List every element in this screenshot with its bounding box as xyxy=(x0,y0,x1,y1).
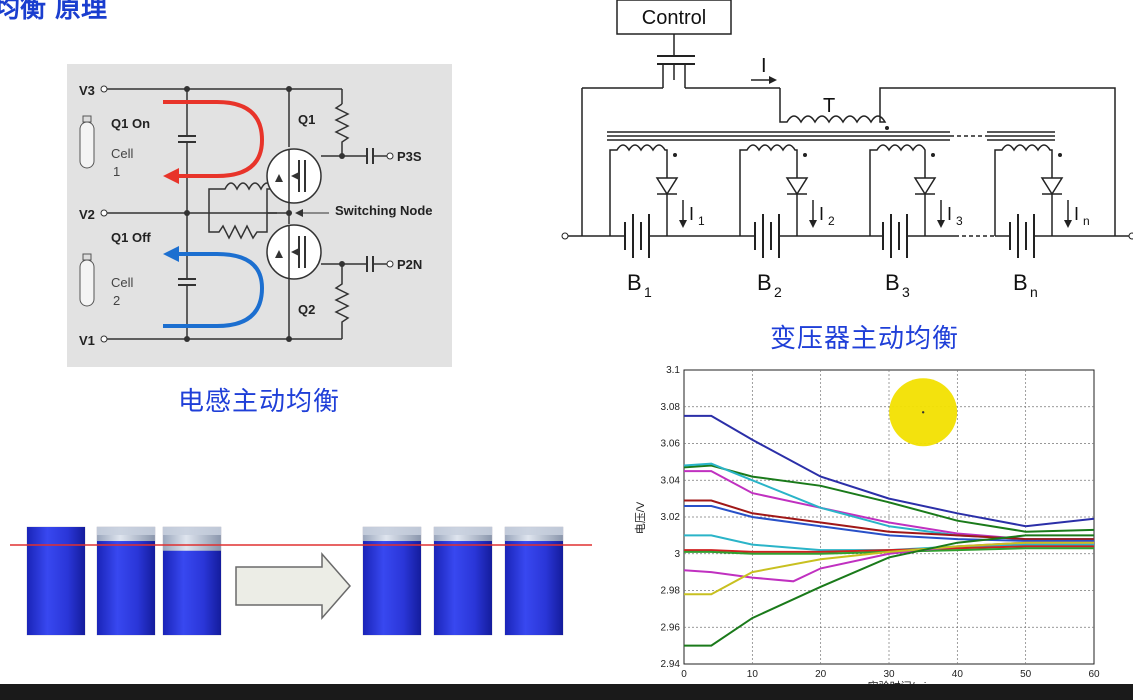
q1-label: Q1 xyxy=(298,112,315,127)
battery-1-label: B xyxy=(627,270,642,295)
battery-2-label: B xyxy=(757,270,772,295)
cell-2-icon xyxy=(79,253,95,307)
y-tick-label: 3 xyxy=(674,549,680,560)
balancing-cell-2: I 2 B 2 xyxy=(739,144,870,300)
x-tick-label: 50 xyxy=(1020,669,1032,680)
balance-arrow-icon xyxy=(235,552,351,620)
transformer-label: T xyxy=(823,95,835,117)
control-box xyxy=(616,0,732,35)
cells-after-balancing xyxy=(362,526,564,636)
after-cell-fill-2 xyxy=(434,541,492,635)
x-tick-label: 30 xyxy=(883,669,895,680)
q1-off-current-arrow xyxy=(163,252,265,328)
primary-current-label: I xyxy=(761,55,767,77)
before-cell-3 xyxy=(162,526,222,636)
battery-balance-illustration xyxy=(0,510,600,650)
x-tick-label: 40 xyxy=(952,669,964,680)
inductor-circuit-diagram: V3 V2 V1 Q1 On Cell 1 Q1 Off Cell 2 xyxy=(79,83,433,348)
q1-on-label: Q1 On xyxy=(111,116,150,131)
cell-2-label: Cell xyxy=(111,275,134,290)
cells-before-balancing xyxy=(26,526,222,636)
cell-1-current-sub: 1 xyxy=(698,214,705,228)
cell-3-current-label: I xyxy=(947,204,952,224)
after-cell-1 xyxy=(362,526,422,636)
voltage-series-8 xyxy=(684,545,1094,553)
q1-off-label: Q1 Off xyxy=(111,230,151,245)
cell-2-number: 2 xyxy=(113,293,120,308)
before-cell-1 xyxy=(26,526,86,636)
battery-3-sub: 3 xyxy=(902,284,910,300)
voltage-series-11 xyxy=(684,541,1094,596)
after-cell-fill-1 xyxy=(363,541,421,635)
transformer-balancing-circuit: Control I T xyxy=(555,0,1133,310)
x-tick-label: 60 xyxy=(1088,669,1100,680)
p3s-label: P3S xyxy=(397,149,422,164)
v2-label: V2 xyxy=(79,207,95,222)
transformer-caption: 变压器主动均衡 xyxy=(770,324,960,354)
after-cell-2 xyxy=(433,526,493,636)
inductor-balancing-circuit: V3 V2 V1 Q1 On Cell 1 Q1 Off Cell 2 xyxy=(67,64,452,367)
y-tick-label: 3.02 xyxy=(661,512,681,523)
q2-mosfet-icon xyxy=(266,224,322,280)
battery-2-sub: 2 xyxy=(774,284,782,300)
x-tick-label: 0 xyxy=(681,669,687,680)
y-tick-label: 2.96 xyxy=(661,622,681,633)
page-title: 均衡 原理 xyxy=(0,0,108,24)
bottom-bar xyxy=(0,684,1133,700)
y-tick-label: 3.06 xyxy=(661,439,681,450)
cell-2-current-sub: 2 xyxy=(828,214,835,228)
balancing-cell-n: I n B n xyxy=(994,144,1095,300)
cell-1-current-label: I xyxy=(689,204,694,224)
voltage-line-chart: 0 10 20 30 40 50 60 2.94 2.96 2.98 3 3.02 3.04 3.06 3.… xyxy=(634,365,1100,693)
chart-series xyxy=(683,414,1095,647)
y-tick-label: 3.04 xyxy=(661,475,681,486)
y-axis-label: 电压/V xyxy=(634,501,647,534)
before-cell-fill-1 xyxy=(27,527,85,635)
cell-n-current-label: I xyxy=(1074,204,1079,224)
battery-1-sub: 1 xyxy=(644,284,652,300)
battery-3-label: B xyxy=(885,270,900,295)
x-tick-label: 20 xyxy=(815,669,827,680)
highlight-center xyxy=(921,411,925,414)
q1-on-current-arrow xyxy=(163,100,265,178)
chart-annotation xyxy=(889,378,958,447)
cell-1-icon xyxy=(79,115,95,169)
chart-ticks: 0 10 20 30 40 50 60 2.94 2.96 2.98 3 3.02 3.04 3.06 3.… xyxy=(661,365,1100,680)
cell-2-current-label: I xyxy=(819,204,824,224)
battery-n-label: B xyxy=(1013,270,1028,295)
voltage-series-6 xyxy=(684,505,1094,542)
battery-n-sub: n xyxy=(1030,284,1038,300)
after-cell-3 xyxy=(504,526,564,636)
v3-label: V3 xyxy=(79,83,95,98)
cell-n-current-sub: n xyxy=(1083,214,1090,228)
cell-3-current-sub: 3 xyxy=(956,214,963,228)
voltage-series-1 xyxy=(684,414,1095,528)
before-cell-fill-2 xyxy=(97,541,155,635)
v1-label: V1 xyxy=(79,333,95,348)
x-tick-label: 10 xyxy=(747,669,759,680)
transformer-circuit-diagram: Control I T xyxy=(561,0,1133,300)
q1-mosfet-icon xyxy=(266,148,322,204)
control-label: Control xyxy=(642,7,706,29)
y-tick-label: 3.08 xyxy=(661,402,681,413)
voltage-series-9 xyxy=(684,547,1094,555)
balancing-cell-3: I 3 B 3 xyxy=(869,144,995,300)
y-tick-label: 2.98 xyxy=(661,586,681,597)
y-tick-label: 2.94 xyxy=(661,659,681,670)
cell-1-number: 1 xyxy=(113,164,120,179)
switching-node-label: Switching Node xyxy=(335,203,433,218)
before-cell-fill-3 xyxy=(163,550,221,635)
cell-1-label: Cell xyxy=(111,146,134,161)
p2n-label: P2N xyxy=(397,257,422,272)
inductor-caption: 电感主动均衡 xyxy=(178,387,341,417)
q2-label: Q2 xyxy=(298,302,315,317)
balancing-cell-1: I 1 B 1 xyxy=(609,144,740,300)
voltage-series-5 xyxy=(684,499,1094,541)
voltage-series-12 xyxy=(684,534,1094,647)
before-cell-2 xyxy=(96,526,156,636)
y-tick-label: 3.1 xyxy=(666,365,680,376)
battery-balance-graphic xyxy=(10,526,592,636)
after-cell-fill-3 xyxy=(505,541,563,635)
voltage-chart: 0 10 20 30 40 50 60 2.94 2.96 2.98 3 3.02 3.04 3.06 3.… xyxy=(630,358,1133,693)
